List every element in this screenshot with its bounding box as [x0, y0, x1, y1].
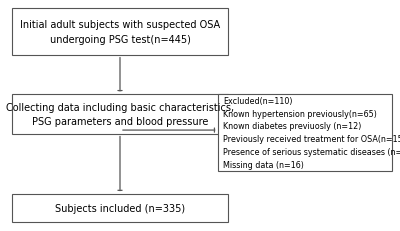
Text: Excluded(n=110)
Known hypertension previously(n=65)
Known diabetes previuosly (n: Excluded(n=110) Known hypertension previ…: [223, 96, 400, 169]
FancyBboxPatch shape: [218, 95, 392, 171]
FancyBboxPatch shape: [12, 95, 228, 134]
Text: Initial adult subjects with suspected OSA
undergoing PSG test(n=445): Initial adult subjects with suspected OS…: [20, 20, 220, 45]
FancyBboxPatch shape: [12, 194, 228, 222]
FancyBboxPatch shape: [12, 9, 228, 55]
Text: Subjects included (n=335): Subjects included (n=335): [55, 203, 185, 213]
Text: Collecting data including basic characteristics,
PSG parameters and blood pressu: Collecting data including basic characte…: [6, 102, 234, 127]
